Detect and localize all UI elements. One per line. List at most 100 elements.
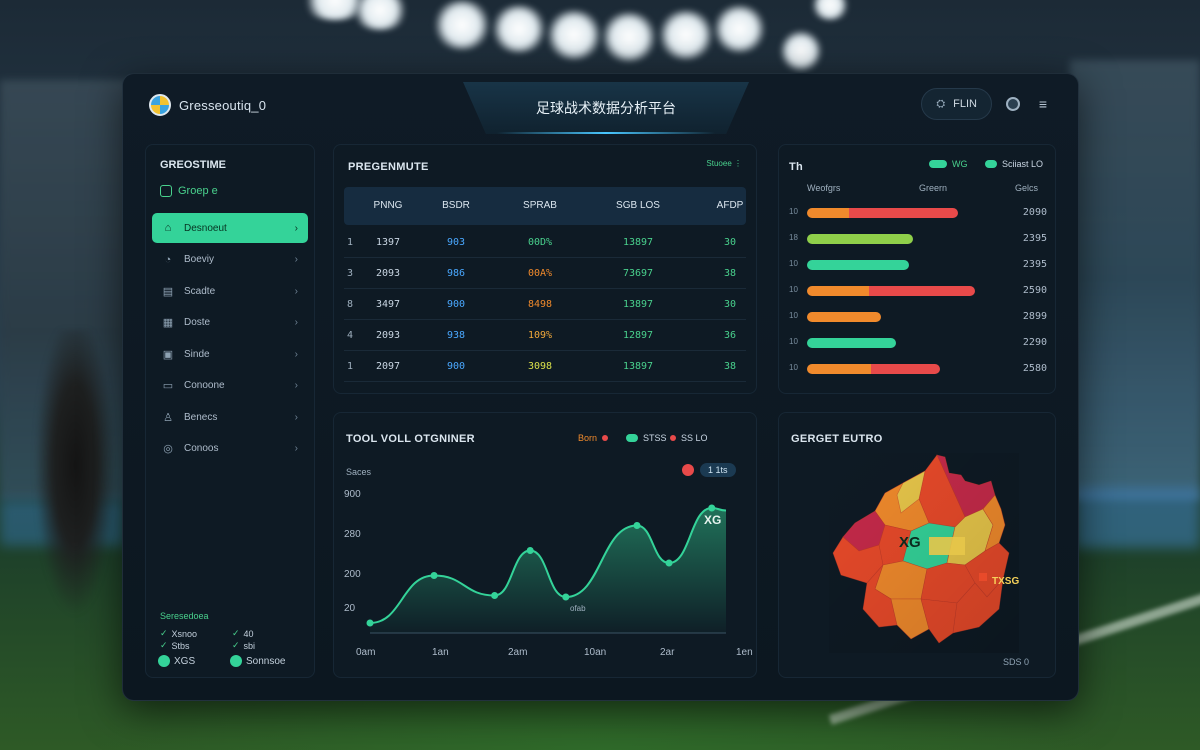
line-legend-item[interactable]: SS LO [670, 433, 708, 443]
sidebar-item-label: Sinde [184, 348, 210, 360]
line-legend-item[interactable]: Born [578, 433, 609, 443]
data-point[interactable] [366, 619, 374, 627]
bar-value: 2899 [1022, 311, 1047, 322]
bar-row-index: 10 [789, 311, 798, 320]
bar-value: 2590 [1022, 285, 1047, 296]
table-cell: 12897 [622, 330, 654, 341]
calendar-icon: ▤ [162, 285, 174, 298]
sidebar-header: GREOSTIME [160, 159, 227, 171]
bars-legend-item[interactable]: Sciiast LO [985, 159, 1043, 169]
data-point[interactable] [562, 593, 570, 601]
brand[interactable]: Gresseoutiq_0 [149, 94, 266, 116]
x-tick-label: 1an [432, 647, 449, 658]
data-point[interactable] [430, 572, 438, 579]
bar-row[interactable]: 10 2899 [789, 311, 1047, 323]
sidebar-legend-row: ✓ sbi [232, 640, 256, 651]
filter-button[interactable]: ⛭ FLIN [921, 88, 992, 120]
bar-segment [807, 312, 881, 322]
col-header[interactable]: PNNG [373, 200, 403, 211]
sidebar: GREOSTIME Groep e ⌂ Desnoeut › ◔ Boeviy › ▤ Sca… [145, 144, 315, 678]
sidebar-item-boeviy[interactable]: ◔ Boeviy › [152, 245, 308, 275]
table-cell: 13897 [622, 237, 654, 248]
table-row[interactable]: 8 3497 900 8498 13897 30 [344, 289, 746, 320]
bar-row[interactable]: 10 2090 [789, 207, 1047, 219]
chart-badge[interactable]: 1 1ts [682, 463, 736, 477]
sidebar-group-label[interactable]: Groep e [160, 185, 218, 197]
table-panel-title: PREGENMUTE [348, 161, 429, 173]
bar [807, 208, 959, 218]
page-title: 足球战术数据分析平台 [536, 101, 676, 117]
grid-icon: ▦ [162, 317, 174, 329]
data-point[interactable] [526, 547, 534, 554]
table-cell: 903 [446, 237, 466, 248]
data-point[interactable] [708, 504, 716, 512]
x-tick-label: 0am [356, 647, 375, 658]
data-point[interactable] [491, 592, 499, 599]
profile-icon[interactable] [1006, 97, 1020, 111]
bar-row[interactable]: 10 2395 [789, 259, 1047, 271]
table-cell: 2093 [375, 268, 401, 279]
sidebar-item-conoos[interactable]: ◎ Conoos › [152, 434, 308, 464]
data-point[interactable] [665, 559, 673, 567]
chart-icon: ◔ [164, 253, 172, 266]
table-cell: 900 [446, 299, 466, 310]
chevron-right-icon: › [294, 254, 298, 265]
sidebar-footer-second[interactable]: Sonnsoe [230, 655, 285, 667]
table-row[interactable]: 1 2097 900 3098 13897 38 [344, 351, 746, 382]
legend-label: Sciiast LO [1002, 159, 1044, 169]
sidebar-item-label: Boeviy [184, 254, 215, 265]
sidebar-item-sinde[interactable]: ▣ Sinde › [152, 339, 308, 369]
heat-zone [874, 560, 928, 600]
table-row[interactable]: 1 1397 903 00D% 13897 30 [344, 227, 746, 258]
line-legend-item[interactable]: STSS [626, 433, 667, 443]
table-cell: 13897 [622, 361, 654, 372]
chevron-right-icon: › [294, 317, 298, 328]
bar-row-index: 10 [789, 285, 798, 294]
bars-legend-item[interactable]: WG [929, 159, 968, 169]
legend-label: Born [578, 433, 598, 443]
legend-left-text: Xsnoo [171, 628, 198, 639]
data-point[interactable] [633, 522, 641, 529]
sidebar-item-benecs[interactable]: ♙ Benecs › [152, 402, 308, 432]
table-cell: 00D% [527, 237, 553, 248]
bar-row-index: 10 [789, 259, 798, 268]
table-cell: 36 [723, 330, 737, 341]
col-header[interactable]: AFDP [716, 200, 744, 211]
status-dot-icon [158, 655, 170, 667]
table-row[interactable]: 4 2093 938 109% 12897 36 [344, 320, 746, 351]
col-header[interactable]: SPRAB [523, 200, 557, 211]
dashboard-window: Gresseoutiq_0 足球战术数据分析平台 ⛭ FLIN ≡ GREOST… [122, 73, 1079, 701]
bar-segment [869, 286, 975, 296]
bar-row[interactable]: 18 2395 [789, 233, 1047, 245]
y-tick-label: 20 [344, 603, 356, 614]
col-header[interactable]: BSDR [442, 200, 470, 211]
sidebar-item-label: Conoone [184, 380, 225, 391]
sidebar-item-scadte[interactable]: ▤ Scadte › [152, 276, 308, 306]
table-row[interactable]: 3 2093 986 00A% 73697 38 [344, 258, 746, 289]
bar-row[interactable]: 10 2290 [789, 337, 1047, 349]
y-axis-label: Saces [346, 467, 372, 477]
heatmap-center-label: XG [899, 534, 921, 551]
legend-swatch [626, 434, 638, 442]
sidebar-footer-xg[interactable]: XGS [158, 655, 195, 667]
chevron-right-icon: › [294, 222, 298, 234]
table-cell: 4 [346, 330, 354, 341]
bar-row[interactable]: 10 2590 [789, 285, 1047, 297]
pitch-heatmap: XG TXSG SDS 0 [829, 453, 1029, 667]
badge-label: 1 1ts [700, 463, 736, 477]
bar-row[interactable]: 10 2580 [789, 363, 1047, 375]
filter-icon: ⛭ [936, 97, 946, 110]
sidebar-item-doste[interactable]: ▦ Doste › [152, 308, 308, 338]
sidebar-item-desnoeut[interactable]: ⌂ Desnoeut › [152, 213, 308, 243]
page-title-tab: 足球战术数据分析平台 [463, 82, 749, 134]
sidebar-item-conoone[interactable]: ▭ Conoone › [152, 371, 308, 401]
table-cell: 1 [346, 237, 354, 248]
bar [807, 312, 881, 322]
bar-segment [807, 338, 897, 348]
chevron-right-icon: › [294, 411, 298, 423]
col-header[interactable]: SGB LOS [616, 200, 660, 211]
bar-row-index: 10 [789, 207, 798, 216]
line-chart-panel: TOOL VOLL OTGNINER Born STSS SS LO Saces… [333, 412, 757, 678]
menu-icon[interactable]: ≡ [1038, 96, 1048, 112]
table-cell: 13897 [622, 299, 654, 310]
